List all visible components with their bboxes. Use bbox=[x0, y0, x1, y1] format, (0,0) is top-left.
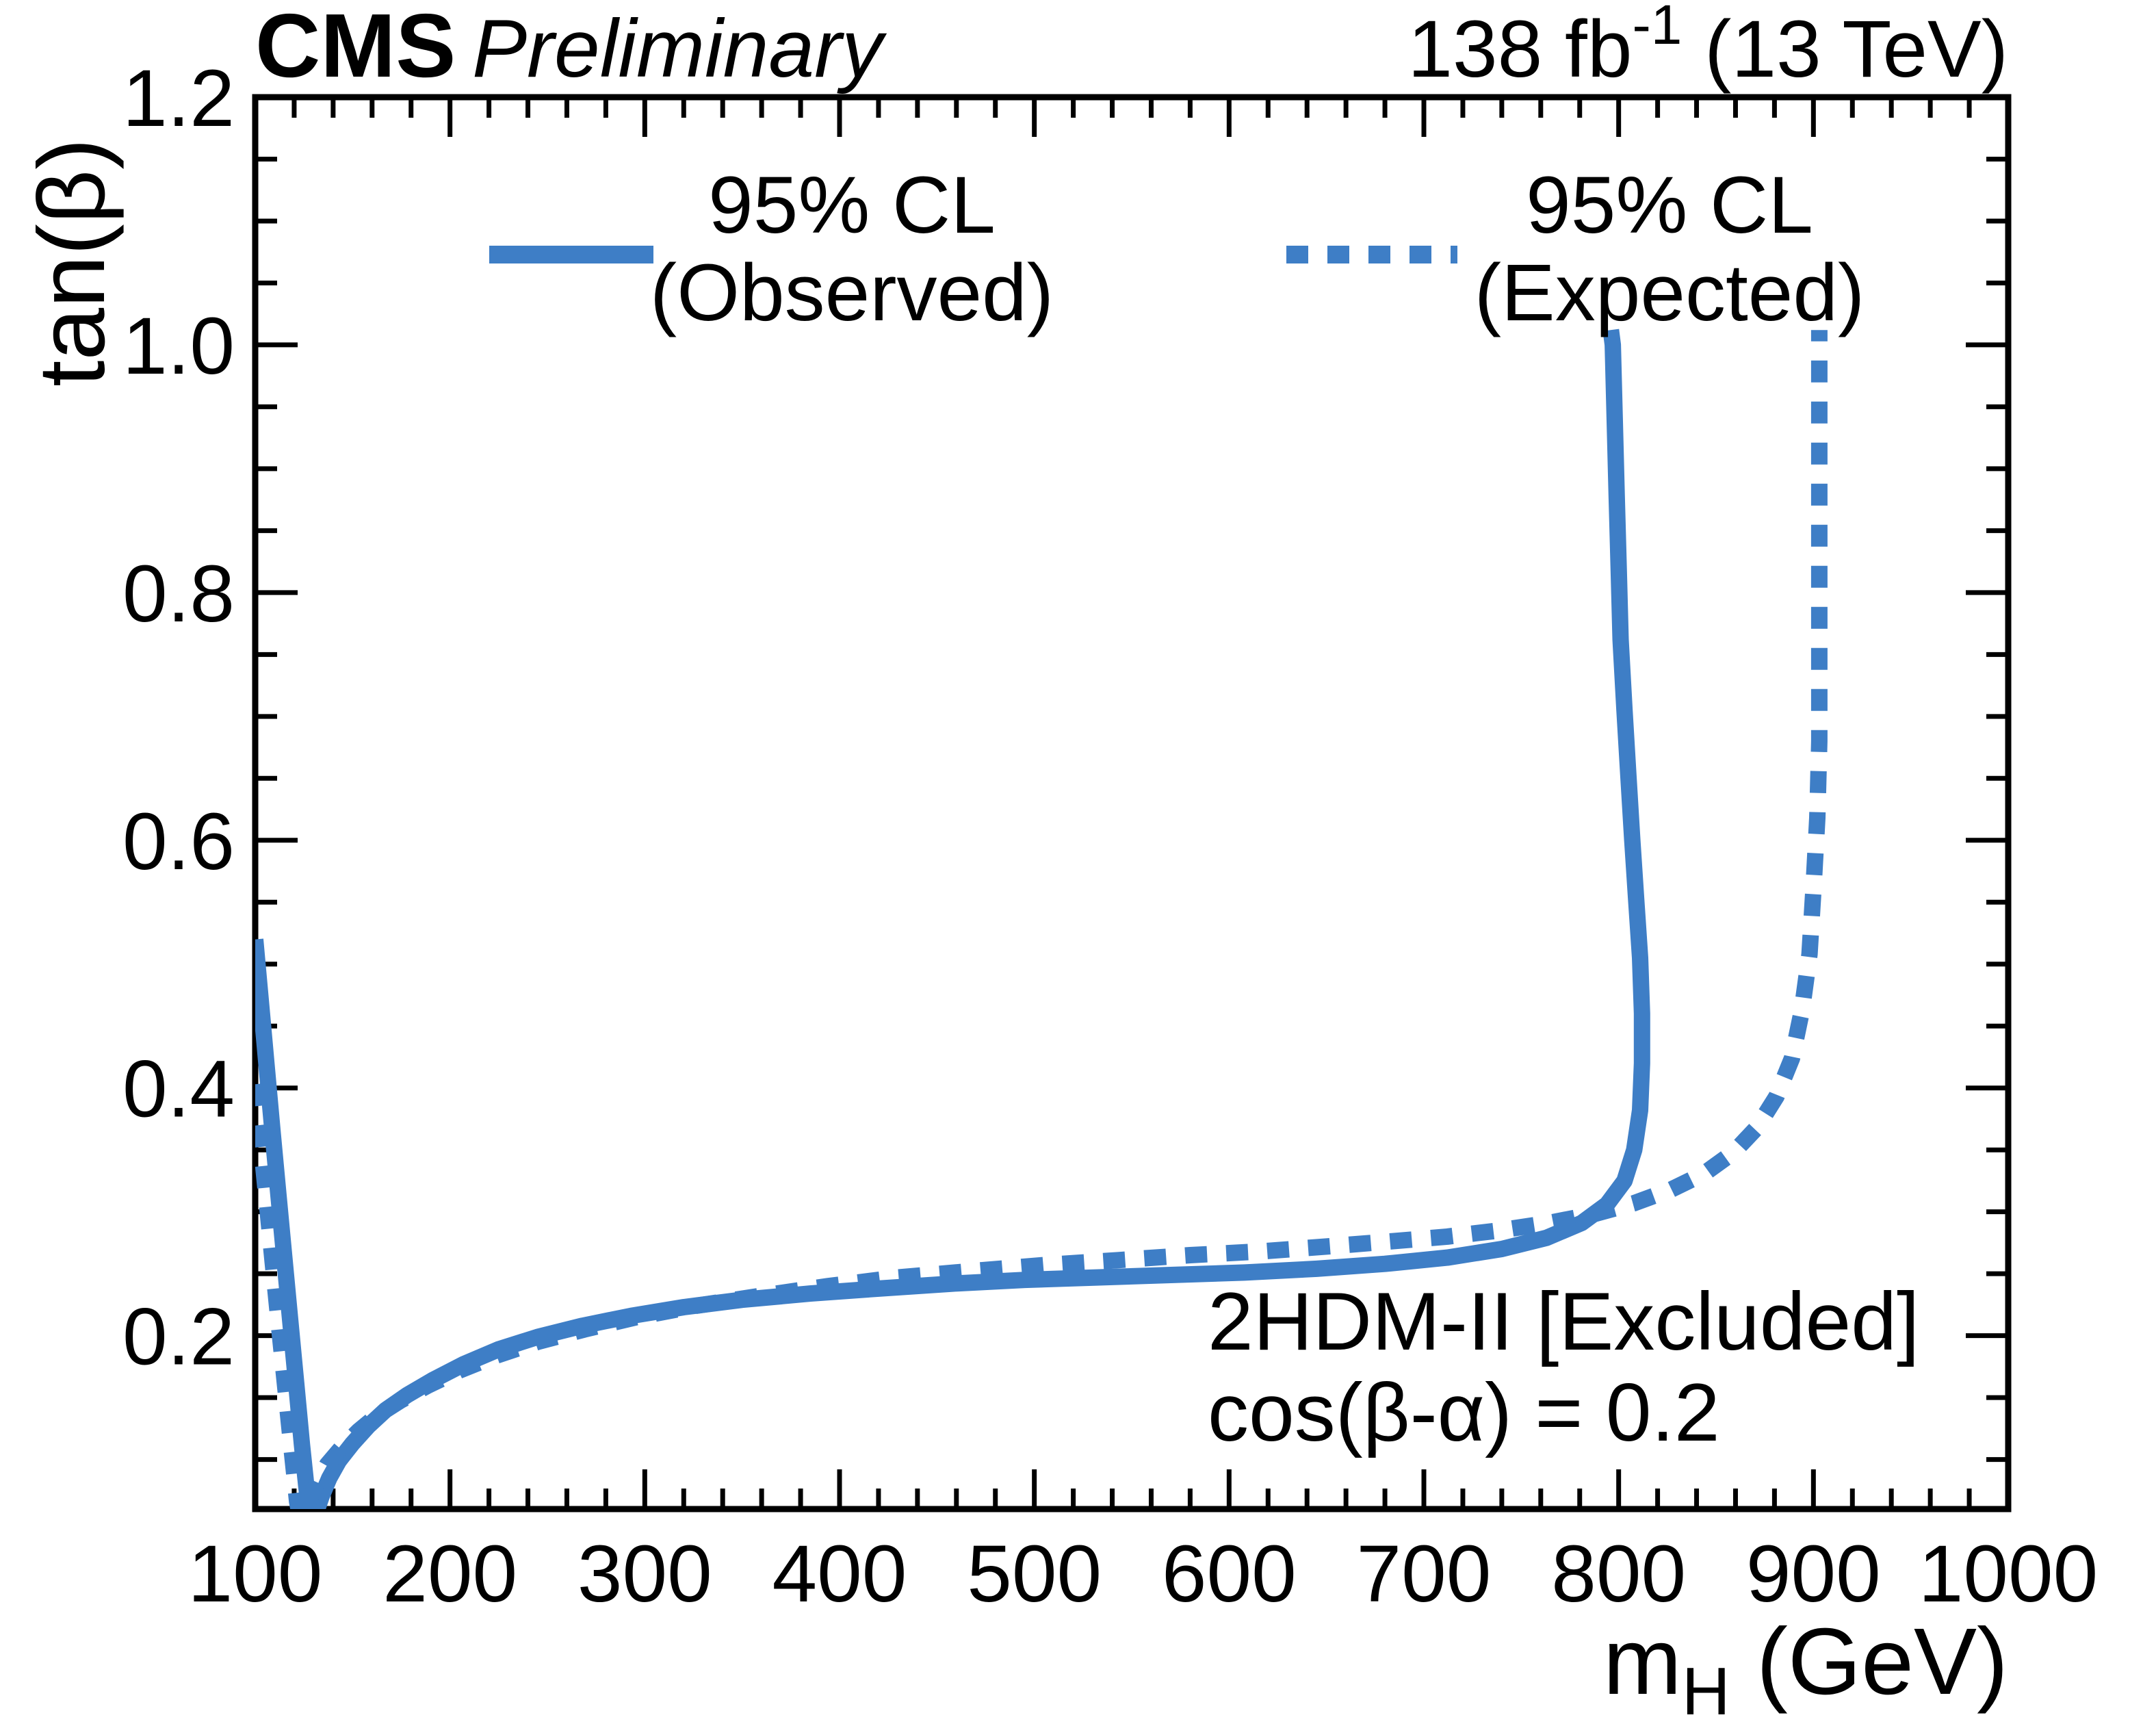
model-annotation-line1: 2HDM-II [Excluded] bbox=[1208, 1276, 1919, 1367]
legend-expected-line1: 95% CL bbox=[1526, 160, 1813, 250]
x-tick-label: 400 bbox=[772, 1529, 907, 1619]
x-title-main: m bbox=[1603, 1609, 1682, 1714]
y-tick-label: 0.8 bbox=[122, 549, 235, 639]
x-tick-label: 500 bbox=[967, 1529, 1102, 1619]
legend: 95% CL (Observed) 95% CL (Expected) bbox=[489, 160, 1865, 338]
x-tick-label: 600 bbox=[1162, 1529, 1297, 1619]
y-tick-label: 0.4 bbox=[122, 1044, 235, 1135]
frame-rect bbox=[252, 94, 2012, 1512]
x-title-subscript: H bbox=[1682, 1653, 1730, 1726]
y-tick-label: 0.6 bbox=[122, 797, 235, 887]
x-axis-title: mH (GeV) bbox=[1603, 1609, 2008, 1726]
x-tick-label: 1000 bbox=[1919, 1529, 2099, 1619]
model-annotation-line2: cos(β-α) = 0.2 bbox=[1208, 1367, 1720, 1458]
lumi-value: 138 fb bbox=[1407, 4, 1632, 94]
energy-value: (13 TeV) bbox=[1682, 4, 2008, 94]
x-tick-label: 100 bbox=[188, 1529, 323, 1619]
y-tick-label: 0.2 bbox=[122, 1292, 235, 1382]
x-tick-label: 200 bbox=[382, 1529, 517, 1619]
axis-ticks bbox=[252, 94, 2011, 1509]
legend-observed-line1: 95% CL bbox=[708, 160, 996, 250]
plot-frame bbox=[252, 94, 2012, 1512]
luminosity-label: 138 fb-1 (13 TeV) bbox=[1407, 0, 2008, 94]
expected-curve bbox=[255, 330, 1828, 1509]
x-tick-labels: 100 200 300 400 500 600 700 800 900 1000 bbox=[188, 1529, 2099, 1619]
y-tick-labels: 0.2 0.4 0.6 0.8 1.0 1.2 bbox=[122, 53, 235, 1382]
y-axis-title: tan(β) bbox=[19, 138, 125, 387]
y-tick-label: 1.2 bbox=[122, 53, 235, 144]
x-tick-label: 900 bbox=[1746, 1529, 1881, 1619]
x-tick-label: 300 bbox=[577, 1529, 712, 1619]
lumi-exponent: -1 bbox=[1632, 0, 1682, 56]
y-tick-label: 1.0 bbox=[122, 301, 235, 391]
x-tick-label: 700 bbox=[1357, 1529, 1492, 1619]
x-tick-label: 800 bbox=[1551, 1529, 1686, 1619]
preliminary-label: Preliminary bbox=[472, 3, 887, 94]
legend-expected-line2: (Expected) bbox=[1475, 248, 1865, 338]
cms-label: CMS bbox=[255, 0, 456, 96]
legend-observed-line2: (Observed) bbox=[650, 248, 1054, 338]
x-title-unit: (GeV) bbox=[1730, 1609, 2008, 1714]
curves bbox=[255, 329, 1828, 1509]
